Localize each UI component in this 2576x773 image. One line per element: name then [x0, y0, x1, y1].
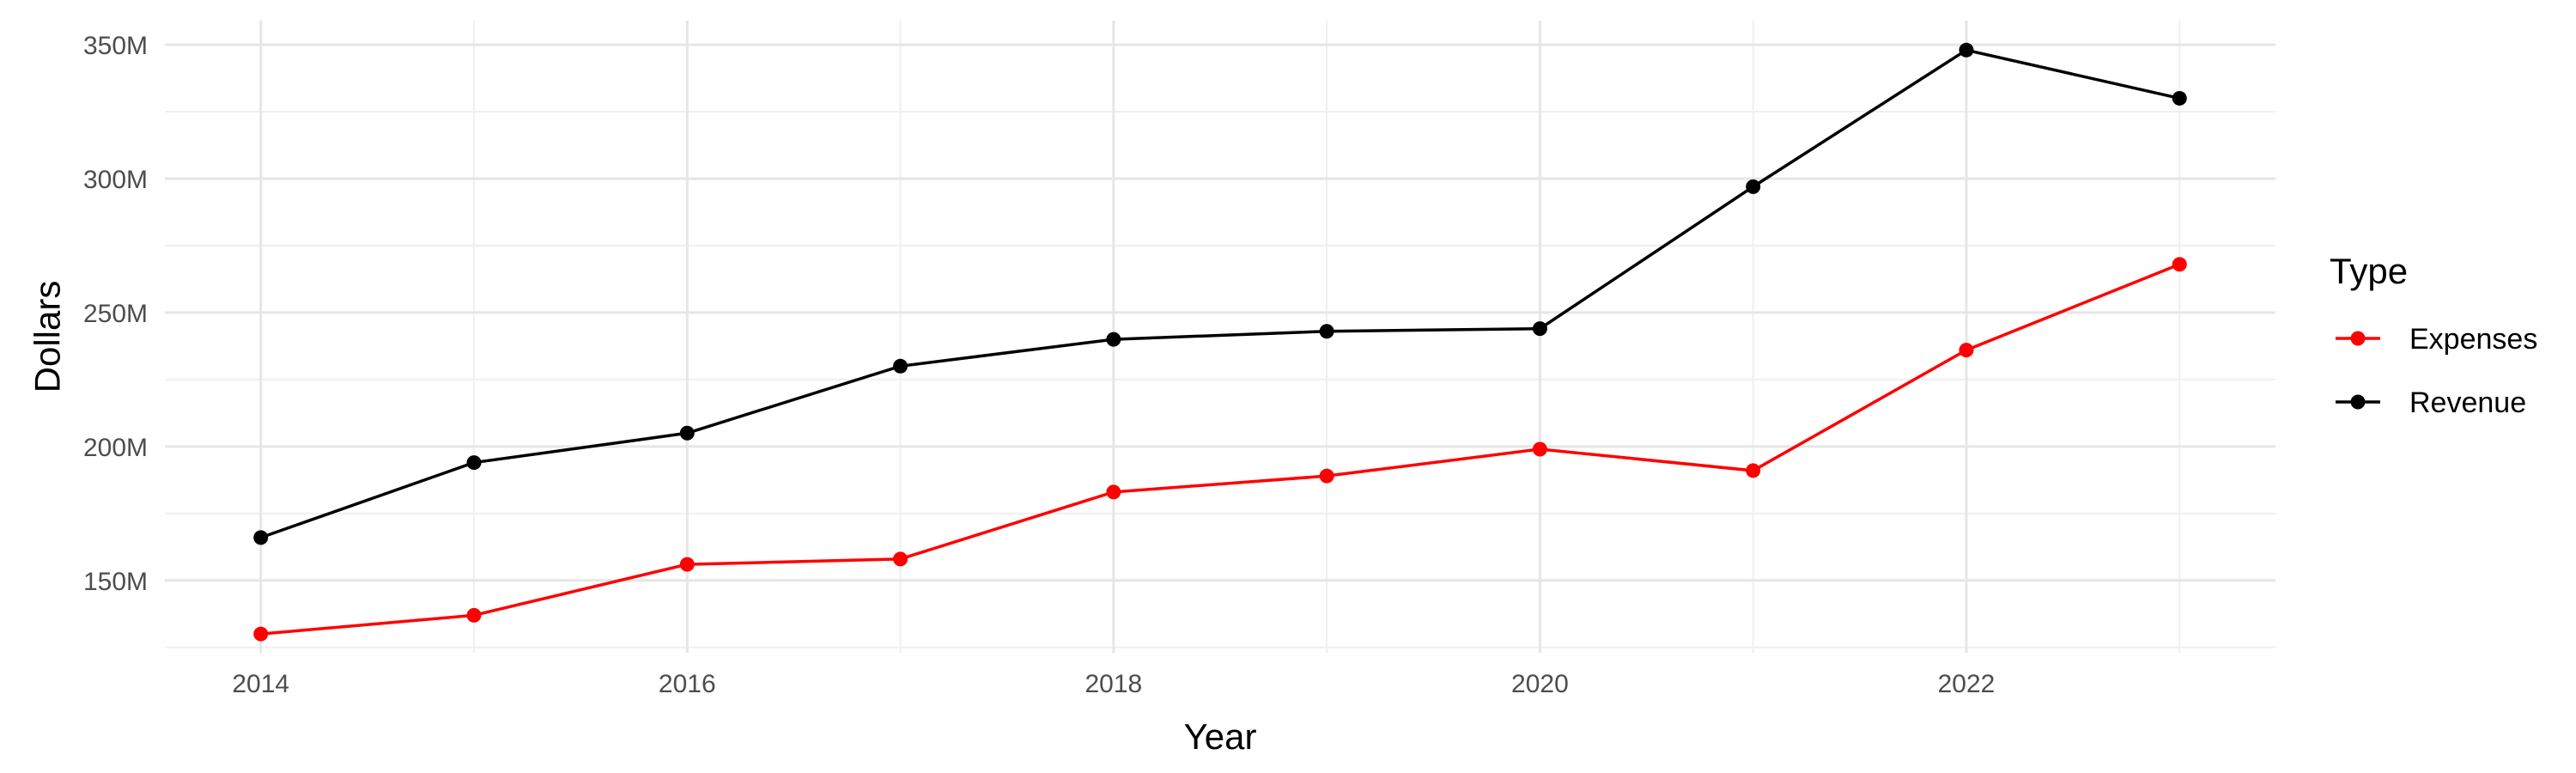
data-point [1746, 179, 1761, 194]
data-point [466, 455, 482, 471]
x-tick-label: 2014 [232, 670, 289, 698]
x-tick-label: 2022 [1938, 670, 1996, 698]
x-tick-label: 2016 [659, 670, 716, 698]
series-revenue [253, 42, 2187, 545]
data-point [1106, 332, 1121, 347]
legend-item: Expenses [2336, 323, 2537, 356]
legend-label: Revenue [2409, 386, 2526, 419]
data-point [466, 607, 482, 623]
data-point [1532, 321, 1547, 337]
legend: Type Expenses Revenue [2330, 251, 2537, 419]
data-point [2172, 90, 2187, 106]
data-point [253, 530, 269, 545]
legend-key-point [2350, 394, 2366, 410]
data-point [1319, 468, 1334, 484]
legend-key-point [2350, 331, 2366, 346]
data-point [1319, 324, 1334, 339]
series-layer [253, 42, 2187, 642]
data-point [1532, 441, 1547, 457]
data-point [893, 358, 908, 374]
legend-label: Expenses [2409, 323, 2537, 356]
y-tick-label: 200M [83, 434, 148, 462]
y-tick-label: 250M [83, 300, 148, 328]
data-point [1959, 343, 1974, 358]
series-line [260, 48, 2180, 539]
data-point [893, 551, 908, 567]
minor-gridlines [165, 21, 2275, 653]
data-point [1959, 42, 1974, 58]
data-point [679, 557, 695, 572]
data-point [253, 626, 269, 642]
series-expenses [253, 257, 2187, 642]
y-axis-title: Dollars [27, 281, 68, 393]
y-tick-label: 150M [83, 568, 148, 596]
x-axis-title: Year [1184, 716, 1257, 757]
x-tick-label: 2018 [1084, 670, 1142, 698]
y-tick-label: 300M [83, 166, 148, 194]
x-axis-ticks: 2014 2016 2018 2020 2022 [232, 670, 1995, 698]
data-point [679, 425, 695, 441]
series-line [260, 263, 2180, 636]
x-tick-label: 2020 [1511, 670, 1569, 698]
legend-items: Expenses Revenue [2336, 323, 2537, 419]
data-point [2172, 257, 2187, 272]
legend-item: Revenue [2336, 386, 2526, 419]
legend-title: Type [2330, 251, 2408, 291]
data-point [1746, 463, 1761, 478]
y-axis-ticks: 150M 200M 250M 300M 350M [83, 32, 148, 596]
y-tick-label: 350M [83, 32, 148, 60]
data-point [1106, 484, 1121, 500]
